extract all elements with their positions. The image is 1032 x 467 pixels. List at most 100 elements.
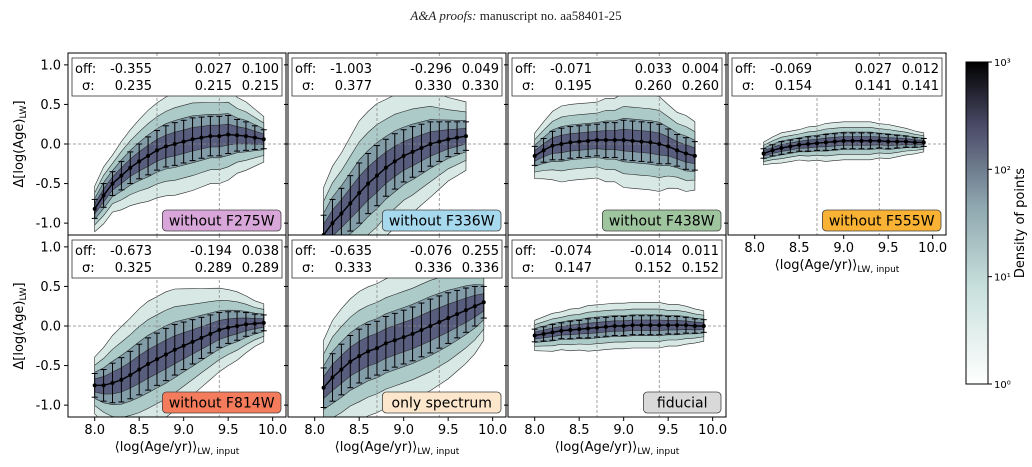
median-point (841, 138, 846, 143)
sigma-value: 0.141 (902, 79, 939, 94)
y-tick-label: -1.0 (36, 217, 61, 232)
colorbar-tick-label: 10¹ (994, 273, 1011, 284)
panel-6: off: -0.635 -0.076 0.255 σ: 0.333 0.336 0.336 on… (284, 234, 507, 457)
median-point (92, 206, 97, 211)
median-point (550, 330, 555, 335)
median-point (437, 320, 442, 325)
y-tick-label: 0.5 (40, 280, 61, 295)
median-point (339, 211, 344, 216)
panel-label: without F336W (389, 214, 495, 230)
stats-box (71, 57, 283, 97)
y-axis-label: Δ[log(Age)LW] (12, 282, 29, 369)
median-point (814, 141, 819, 146)
off-value: -0.194 (190, 244, 232, 259)
colorbar-tick-label: 10³ (994, 58, 1011, 69)
off-label: off: (515, 62, 536, 77)
x-tick-label: 9.0 (173, 423, 194, 438)
median-point (577, 327, 582, 332)
panel-1: off: -0.355 0.027 0.100 σ: 0.235 0.215 0.215 wit… (12, 52, 287, 239)
median-point (252, 135, 257, 140)
median-point (779, 145, 784, 150)
median-point (921, 140, 926, 145)
stats-box (511, 239, 723, 279)
panel-label: without F555W (829, 214, 935, 230)
median-series (91, 115, 267, 219)
median-point (886, 139, 891, 144)
x-tick-label: 10.0 (698, 423, 727, 438)
x-tick-label: 8.0 (744, 241, 765, 256)
x-axis-label: ⟨log(Age/yr)⟩LW, input (335, 440, 460, 457)
median-point (683, 151, 688, 156)
sigma-value: 0.330 (462, 79, 499, 94)
x-tick-label: 8.0 (304, 423, 325, 438)
median-point (190, 137, 195, 142)
colorbar-label: Density of points (1013, 168, 1028, 278)
median-point (666, 323, 671, 328)
median-point (612, 324, 617, 328)
median-series (91, 311, 267, 404)
median-point (788, 144, 793, 149)
x-tick-label: 9.5 (438, 423, 459, 438)
median-point (383, 165, 388, 170)
median-point (261, 320, 266, 325)
colorbar-tick-label: 10⁰ (994, 380, 1011, 391)
median-point (348, 201, 353, 206)
off-label: off: (735, 62, 756, 77)
panel-label-box (822, 209, 942, 232)
median-point (428, 142, 433, 146)
x-tick-label: 9.5 (658, 423, 679, 438)
panel-label: fiducial (657, 396, 708, 412)
median-point (850, 138, 855, 143)
median-point (243, 322, 248, 327)
median-point (832, 139, 837, 144)
median-point (657, 323, 662, 328)
x-tick-label: 10.0 (918, 241, 947, 256)
median-series (320, 285, 487, 409)
median-point (392, 338, 397, 343)
off-value: 0.012 (902, 62, 939, 77)
median-point (208, 331, 213, 336)
median-point (128, 373, 133, 378)
median-point (330, 375, 335, 380)
median-series (320, 121, 469, 235)
off-value: -0.635 (330, 244, 372, 259)
median-point (181, 343, 186, 348)
stats-box (731, 57, 943, 97)
x-tick-label: 9.0 (393, 423, 414, 438)
off-value: 0.033 (635, 62, 672, 77)
median-point (806, 142, 811, 146)
median-point (101, 383, 106, 388)
median-point (217, 134, 222, 139)
median-point (357, 354, 362, 359)
median-point (101, 193, 106, 198)
sigma-value: 0.333 (335, 261, 372, 276)
median-point (541, 148, 546, 153)
median-point (252, 321, 257, 326)
median-point (383, 341, 388, 346)
median-point (648, 323, 653, 328)
sigma-value: 0.330 (415, 79, 452, 94)
x-tick-label: 9.5 (218, 423, 239, 438)
median-point (675, 323, 680, 328)
median-point (594, 138, 599, 143)
median-point (190, 339, 195, 344)
median-point (639, 139, 644, 144)
median-point (235, 133, 240, 138)
median-point (199, 135, 204, 140)
median-point (172, 347, 177, 352)
median-point (701, 324, 706, 328)
median-point (154, 357, 159, 362)
median-point (446, 316, 451, 321)
y-tick-label: 0.0 (40, 320, 61, 335)
median-point (339, 367, 344, 372)
median-point (630, 323, 635, 328)
median-point (541, 331, 546, 336)
median-point (586, 138, 591, 143)
median-point (366, 181, 371, 186)
median-series (531, 119, 698, 171)
median-point (895, 139, 900, 144)
median-point (392, 159, 397, 164)
off-value: -0.355 (110, 62, 152, 77)
x-tick-label: 10.0 (258, 423, 287, 438)
off-value: 0.038 (242, 244, 279, 259)
